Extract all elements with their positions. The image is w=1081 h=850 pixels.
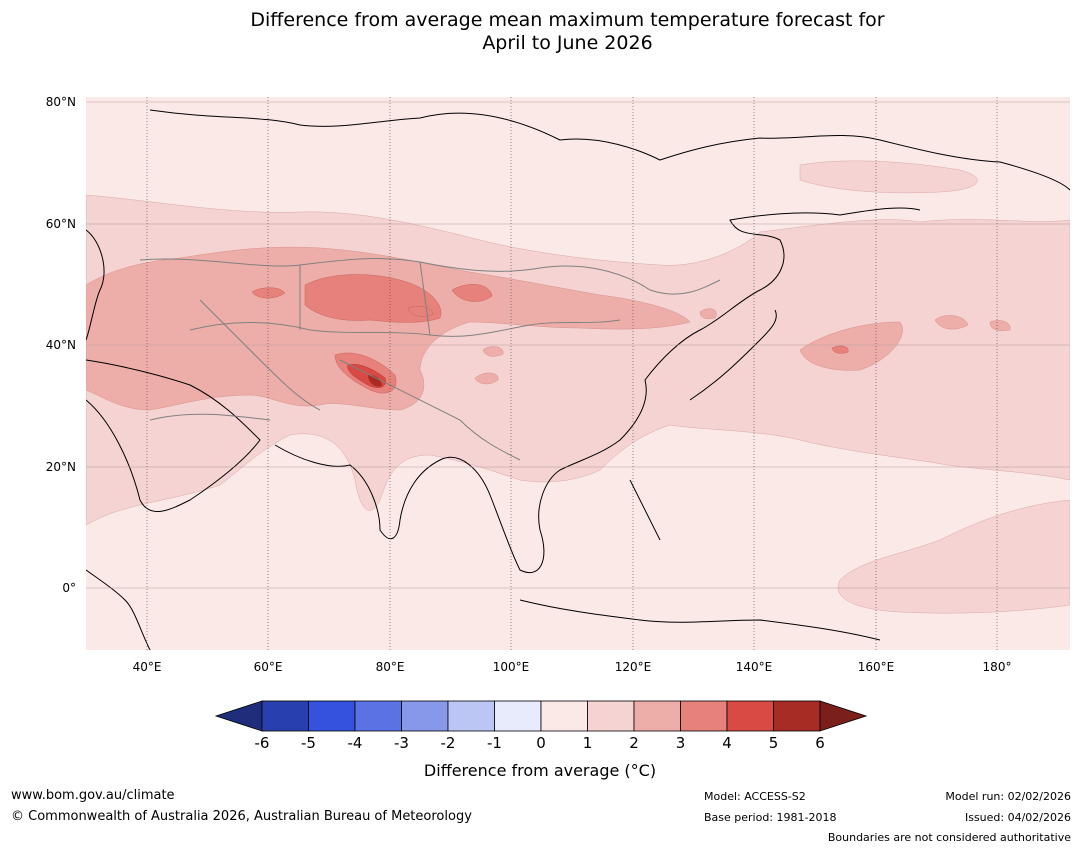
colorbar-tick-label: -5 (301, 734, 316, 752)
colorbar-tick-label: 0 (536, 734, 546, 752)
colorbar-segment (633, 700, 681, 732)
colorbar-tick-label: -6 (254, 734, 270, 752)
lat-label-60n: 60°N (45, 217, 76, 231)
base-period: Base period: 1981-2018 (704, 811, 837, 824)
lon-label-180: 180° (982, 660, 1012, 674)
website-url[interactable]: www.bom.gov.au/climate (11, 788, 175, 803)
colorbar-segment (494, 700, 542, 732)
coastlines (86, 109, 1070, 650)
colorbar-tick-label: 6 (815, 734, 825, 752)
colorbar-extend-low (214, 700, 263, 732)
lat-label-20n: 20°N (45, 460, 76, 474)
copyright-text: © Commonwealth of Australia 2026, Austra… (11, 809, 472, 824)
forecast-map (86, 97, 1070, 650)
parallels (86, 101, 1070, 589)
colorbar-segment (773, 700, 821, 732)
colorbar-segment (680, 700, 728, 732)
colorbar-segment (261, 700, 309, 732)
title-line-2: April to June 2026 (482, 32, 653, 54)
lon-label-60e: 60°E (253, 660, 283, 674)
chart-title: Difference from average mean maximum tem… (0, 9, 1081, 55)
lat-label-0: 0° (62, 581, 76, 595)
colorbar-segment (726, 700, 774, 732)
colorbar-extend-high (819, 700, 868, 732)
issued-date: Issued: 04/02/2026 (964, 811, 1071, 824)
colorbar-segment (354, 700, 402, 732)
colorbar-tick-label: 2 (629, 734, 639, 752)
colorbar-tick-label: -4 (347, 734, 363, 752)
colorbar-tick-label: 4 (722, 734, 732, 752)
lon-label-120e: 120°E (614, 660, 652, 674)
colorbar-label: Difference from average (°C) (423, 761, 657, 780)
colorbar-tick-label: -2 (440, 734, 456, 752)
lon-label-40e: 40°E (132, 660, 162, 674)
anomaly-2-to-3 (86, 246, 1011, 411)
lon-label-160e: 160°E (857, 660, 895, 674)
colorbar-tick-label: -1 (487, 734, 502, 752)
lat-label-80n: 80°N (45, 95, 76, 109)
model-name: Model: ACCESS-S2 (704, 790, 806, 803)
lon-label-140e: 140°E (735, 660, 773, 674)
colorbar-segment (401, 700, 449, 732)
colorbar-tick-label: 3 (675, 734, 686, 752)
colorbar-segment (447, 700, 495, 732)
colorbar-segment (308, 700, 356, 732)
colorbar-segment (587, 700, 635, 732)
lon-label-80e: 80°E (375, 660, 405, 674)
colorbar-segment (540, 700, 588, 732)
colorbar-tick-label: 5 (768, 734, 779, 752)
lon-label-100e: 100°E (492, 660, 530, 674)
anomaly-5-to-6 (368, 374, 382, 387)
colorbar-tick-label: 1 (582, 734, 593, 752)
meridians (146, 97, 998, 650)
lat-label-40n: 40°N (45, 338, 76, 352)
boundaries-disclaimer: Boundaries are not considered authoritat… (827, 831, 1071, 844)
borders (139, 258, 721, 461)
title-line-1: Difference from average mean maximum tem… (250, 9, 885, 31)
model-run: Model run: 02/02/2026 (945, 790, 1071, 803)
colorbar-tick-label: -3 (394, 734, 409, 752)
